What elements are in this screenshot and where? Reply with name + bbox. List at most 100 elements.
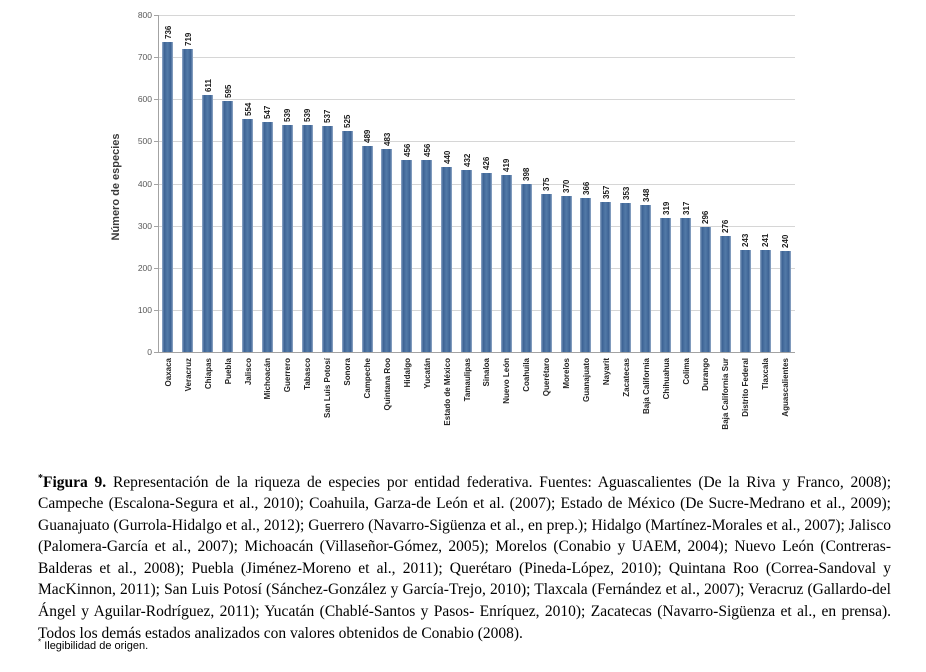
bar <box>162 41 174 352</box>
caption-asterisk: * <box>38 472 43 484</box>
bar-value-label: 370 <box>562 179 572 194</box>
y-axis-tick <box>154 57 158 59</box>
x-axis-category-label: Chihuahua <box>661 358 671 400</box>
y-axis-tick <box>154 99 158 101</box>
bar-value-label: 483 <box>382 132 392 146</box>
gridline <box>158 183 795 185</box>
x-axis-category-label: Estado de México <box>442 358 452 426</box>
bar-value-label: 719 <box>183 32 193 47</box>
x-axis-category-label: Guerrero <box>283 358 293 393</box>
figure-caption: *Figura 9. Representación de la riqueza … <box>38 472 891 645</box>
bar-value-label: 241 <box>761 234 771 248</box>
x-axis-category-label: Nuevo León <box>502 358 512 404</box>
bar-value-label: 357 <box>601 185 611 199</box>
bar <box>779 250 791 352</box>
bar-value-label: 525 <box>343 114 353 128</box>
bar <box>341 130 353 352</box>
bar <box>461 170 473 352</box>
footnote-asterisk: * <box>38 637 42 647</box>
gridline <box>158 99 795 101</box>
x-axis-category-label: Guanajuato <box>581 358 591 403</box>
y-axis-tick <box>154 225 158 227</box>
bar-value-label: 243 <box>741 233 751 247</box>
x-axis-category-label: Campeche <box>363 358 373 399</box>
x-axis-category-label: Durango <box>701 358 711 391</box>
bar <box>699 227 711 352</box>
bar-value-label: 296 <box>701 210 711 225</box>
bar <box>441 166 453 352</box>
gridline <box>158 225 795 227</box>
x-axis-category-label: Michoacán <box>263 358 273 400</box>
bar-value-label: 398 <box>522 167 532 182</box>
x-axis-category-label: Sonora <box>343 358 353 386</box>
y-axis-line <box>158 15 159 352</box>
bar <box>261 121 273 352</box>
x-axis-category-label: Tlaxcala <box>761 358 771 390</box>
x-axis-category-label: Morelos <box>562 358 572 389</box>
x-axis-category-label: Oaxaca <box>163 358 173 387</box>
bar-value-label: 537 <box>323 109 333 123</box>
bar-value-label: 426 <box>482 156 492 170</box>
y-axis-tick <box>154 267 158 269</box>
x-axis-category-label: Nayarit <box>601 358 611 386</box>
y-axis-tick-label: 600 <box>137 94 152 105</box>
gridline <box>158 267 795 269</box>
x-axis-category-label: Veracruz <box>183 358 193 392</box>
figure-caption-label: Figura 9. <box>43 473 107 491</box>
x-axis-category-label: Baja California <box>641 358 651 415</box>
bar <box>580 197 592 352</box>
bar <box>301 124 313 352</box>
gridline <box>158 309 795 311</box>
bar-value-label: 489 <box>363 129 373 143</box>
bar-value-label: 319 <box>661 201 671 215</box>
bar <box>182 49 194 352</box>
bar-chart: Número de especies 0 100 200 300 400 500 600 70… <box>110 10 795 430</box>
bar-value-label: 456 <box>422 143 432 157</box>
x-axis-category-label: Puebla <box>223 358 233 385</box>
y-axis-tick-label: 0 <box>147 347 152 357</box>
bar <box>421 159 433 352</box>
y-axis-tick-label: 300 <box>137 220 152 231</box>
bar <box>600 201 612 352</box>
x-axis-category-label: Tabasco <box>303 358 313 390</box>
footnote-text: Ilegibilidad de origen. <box>44 640 149 652</box>
y-axis-tick-label: 500 <box>137 136 152 147</box>
bar <box>500 175 512 352</box>
bar-value-label: 440 <box>442 150 452 164</box>
bar-value-label: 539 <box>303 108 313 122</box>
bar-value-label: 611 <box>203 78 213 92</box>
bar <box>739 249 751 352</box>
y-axis-tick-label: 200 <box>137 262 152 273</box>
y-axis-tick <box>154 141 158 143</box>
bar-value-label: 736 <box>163 25 173 39</box>
bar-value-label: 317 <box>681 202 691 216</box>
gridline <box>158 141 795 143</box>
x-axis-category-label: San Luis Potosí <box>323 358 333 419</box>
x-axis-category-label: Hidalgo <box>402 358 412 388</box>
bar-value-label: 353 <box>621 186 631 201</box>
x-axis-category-label: Chiapas <box>203 358 213 390</box>
gridline <box>158 15 795 16</box>
y-axis-tick-label: 100 <box>137 304 152 315</box>
bar <box>381 148 393 352</box>
bar <box>321 125 333 352</box>
bar-value-label: 547 <box>263 105 273 119</box>
x-axis-line <box>158 352 795 353</box>
x-axis-category-label: Yucatán <box>422 358 432 389</box>
x-axis-category-label: Colima <box>681 358 691 385</box>
bar <box>640 205 652 352</box>
figure-footnote: * Ilegibilidad de origen. <box>38 637 149 652</box>
y-axis-tick <box>154 309 158 311</box>
bar <box>222 101 234 352</box>
bar <box>759 250 771 352</box>
bar <box>620 203 632 352</box>
bar <box>480 172 492 352</box>
x-axis-category-label: Aguascalientes <box>781 358 791 417</box>
bar-value-label: 348 <box>641 189 651 203</box>
bar-value-label: 595 <box>223 84 233 99</box>
y-axis-tick-label: 700 <box>137 52 152 63</box>
x-axis-category-label: Coahuila <box>522 358 532 392</box>
x-axis-category-label: Baja California Sur <box>721 358 731 430</box>
bar-value-label: 240 <box>781 234 791 248</box>
